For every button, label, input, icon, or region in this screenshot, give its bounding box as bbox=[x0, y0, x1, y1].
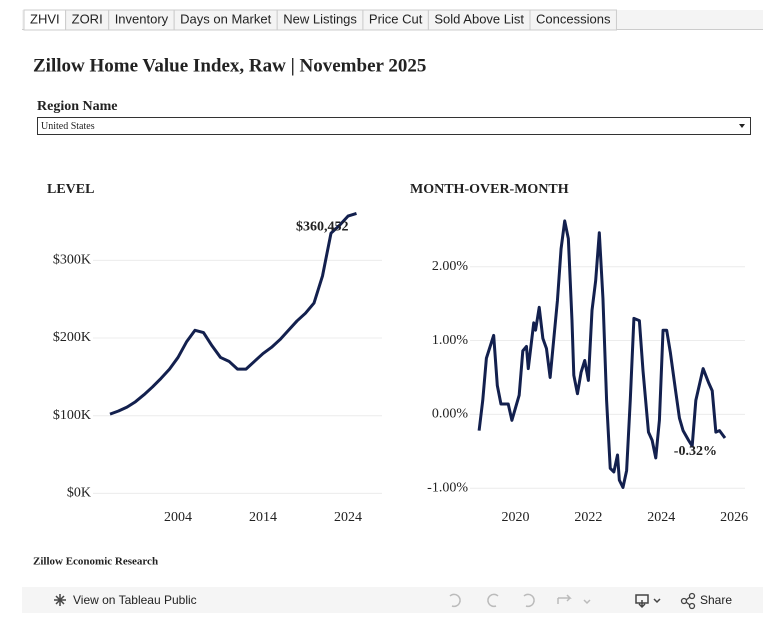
tableau-icon bbox=[54, 594, 66, 606]
share-icon[interactable] bbox=[680, 592, 696, 610]
filter-value: United States bbox=[41, 121, 95, 132]
footer: Zillow Economic Research bbox=[33, 556, 158, 568]
tab[interactable] bbox=[529, 9, 617, 31]
line-series bbox=[109, 211, 357, 416]
toolbar bbox=[22, 587, 763, 613]
tab-label: ZHVI bbox=[30, 11, 60, 26]
share[interactable]: Share bbox=[700, 593, 732, 607]
toolbar-disabled-icons bbox=[449, 593, 591, 608]
dashboard-title: Zillow Home Value Index, Raw | November … bbox=[33, 55, 426, 76]
line-series bbox=[477, 219, 727, 489]
y-tick-label: 1.00% bbox=[432, 333, 469, 348]
filter-dropdown[interactable] bbox=[37, 117, 751, 135]
value-label: -0.32% bbox=[674, 444, 717, 459]
x-tick-label: 2024 bbox=[647, 510, 675, 525]
y-tick-label: $0K bbox=[67, 486, 91, 501]
value-label: $360,452 bbox=[296, 220, 349, 235]
x-tick-label: 2014 bbox=[249, 510, 277, 525]
tab-label: Sold Above List bbox=[434, 11, 524, 26]
tab-label: New Listings bbox=[283, 11, 357, 26]
tab-label: Price Cut bbox=[369, 11, 423, 26]
x-tick-label: 2024 bbox=[334, 510, 362, 525]
y-tick-label: $200K bbox=[53, 330, 91, 345]
tab-label: Inventory bbox=[115, 11, 169, 26]
tab-label: Days on Market bbox=[180, 11, 271, 26]
y-tick-label: 2.00% bbox=[432, 259, 469, 274]
tabs: ZHVI ZORI Inventory Days on Market New Listi… bbox=[23, 9, 617, 31]
chart-title: MONTH-OVER-MONTH bbox=[410, 182, 569, 197]
x-tick-label: 2020 bbox=[502, 510, 530, 525]
y-tick-label: $100K bbox=[53, 408, 91, 423]
tab-label: ZORI bbox=[72, 11, 103, 26]
download-icon[interactable] bbox=[635, 594, 661, 609]
y-tick-label: -1.00% bbox=[427, 480, 468, 495]
y-tick-label: 0.00% bbox=[432, 407, 469, 422]
x-tick-label: 2022 bbox=[574, 510, 602, 525]
filter-label: Region Name bbox=[37, 99, 118, 114]
dropdown-arrow bbox=[739, 124, 745, 128]
view-on-tableau[interactable]: View on Tableau Public bbox=[73, 593, 197, 607]
charts: LEVEL $0K $100K $200K $300K 2004 2014 2024 $360,… bbox=[47, 182, 748, 525]
tab-label: Concessions bbox=[536, 11, 611, 26]
x-tick-label: 2004 bbox=[164, 510, 192, 525]
x-tick-label: 2026 bbox=[720, 510, 748, 525]
y-tick-label: $300K bbox=[53, 253, 91, 268]
chart-title: LEVEL bbox=[47, 182, 94, 197]
